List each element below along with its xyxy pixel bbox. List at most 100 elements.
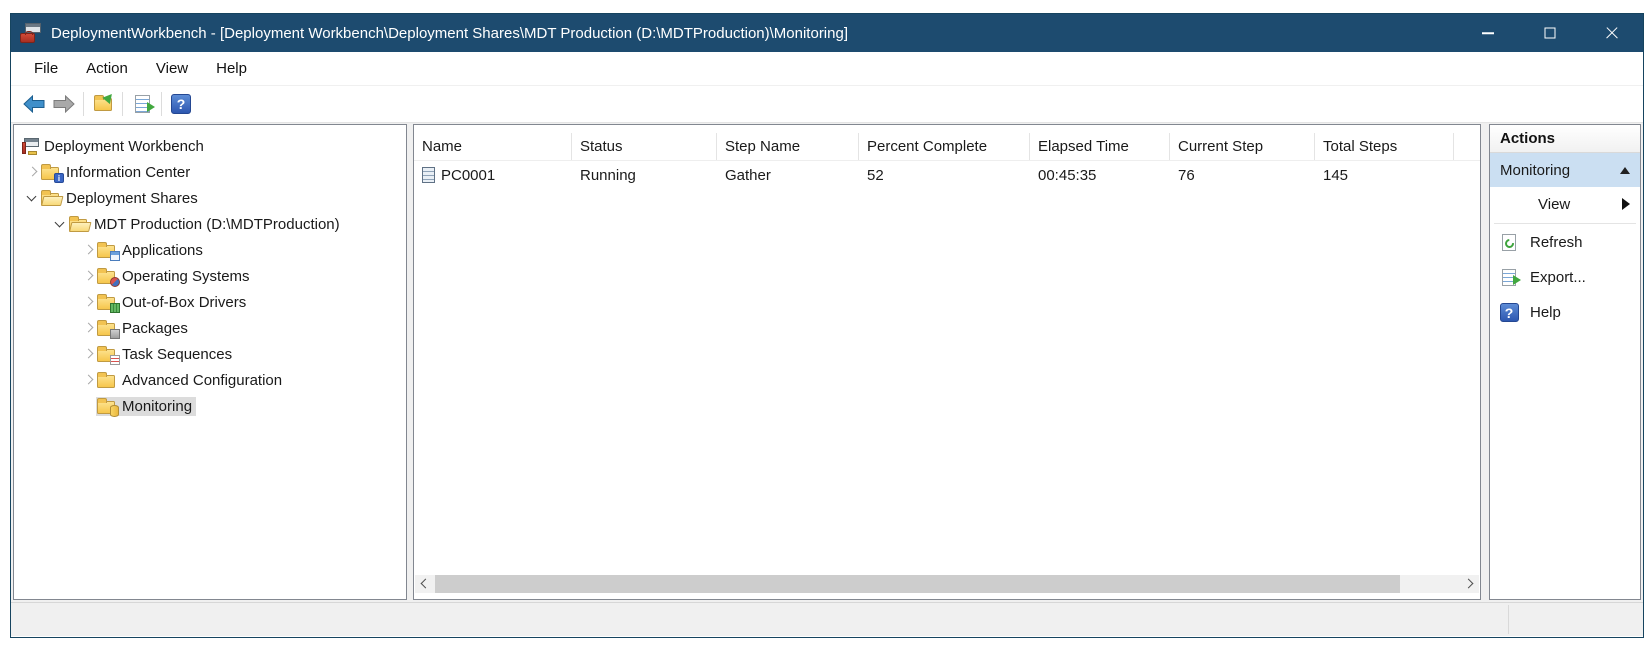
maximize-icon: [1544, 27, 1556, 39]
tree-item-label: Applications: [122, 241, 203, 259]
chevron-right-icon[interactable]: [80, 372, 96, 388]
menu-help[interactable]: Help: [216, 59, 247, 77]
folder-packages-icon: [97, 319, 120, 339]
menu-file[interactable]: File: [34, 59, 59, 77]
cell-current-step: 76: [1178, 166, 1195, 184]
toolbar-separator: [83, 92, 84, 116]
action-refresh[interactable]: Refresh: [1490, 225, 1640, 260]
scroll-left-button[interactable]: [415, 575, 433, 593]
cell-status: Running: [580, 166, 636, 184]
back-arrow-icon: [23, 95, 45, 113]
tree-item-label: MDT Production (D:\MDTProduction): [94, 215, 340, 233]
tree-item-operating-systems[interactable]: Operating Systems: [14, 263, 406, 289]
folder-monitoring-icon: [97, 397, 119, 417]
action-label: Help: [1530, 304, 1561, 321]
maximize-button[interactable]: [1519, 14, 1581, 52]
column-header-name[interactable]: Name: [414, 133, 572, 160]
folder-applications-icon: [97, 241, 120, 261]
list-header: Name Status Step Name Percent Complete E…: [414, 133, 1480, 161]
chevron-right-icon[interactable]: [80, 268, 96, 284]
action-help[interactable]: Help: [1490, 295, 1640, 330]
column-header-elapsed-time[interactable]: Elapsed Time: [1030, 133, 1170, 160]
toolbar-separator: [161, 92, 162, 116]
actions-pane: Actions Monitoring View Refresh Export..…: [1489, 124, 1641, 600]
action-export[interactable]: Export...: [1490, 260, 1640, 295]
computer-icon: [422, 167, 435, 183]
actions-pane-title: Actions: [1490, 125, 1640, 153]
help-button[interactable]: [166, 90, 196, 118]
tree-item-label: Advanced Configuration: [122, 371, 283, 389]
scrollbar-thumb[interactable]: [435, 575, 1400, 593]
toolbox-app-icon: [20, 23, 42, 43]
scroll-right-button[interactable]: [1461, 575, 1479, 593]
tree-item-information-center[interactable]: Information Center: [14, 159, 406, 185]
column-header-percent-complete[interactable]: Percent Complete: [859, 133, 1030, 160]
chevron-down-icon[interactable]: [24, 190, 40, 206]
tree-item-out-of-box-drivers[interactable]: Out-of-Box Drivers: [14, 289, 406, 315]
tree-item-packages[interactable]: Packages: [14, 315, 406, 341]
close-icon: [1581, 14, 1643, 52]
cell-name: PC0001: [441, 166, 496, 184]
tree-item-label: Task Sequences: [122, 345, 233, 363]
results-pane: Name Status Step Name Percent Complete E…: [413, 124, 1481, 600]
tree-item-deployment-workbench[interactable]: Deployment Workbench: [14, 133, 406, 159]
workbench-icon: [21, 137, 40, 155]
actions-group-monitoring[interactable]: Monitoring: [1490, 153, 1640, 187]
column-header-current-step[interactable]: Current Step: [1170, 133, 1315, 160]
back-button[interactable]: [19, 90, 49, 118]
chevron-down-icon[interactable]: [52, 216, 68, 232]
cell-step-name: Gather: [725, 166, 771, 184]
folder-plain-icon: [97, 371, 118, 389]
export-list-icon: [134, 95, 155, 113]
column-header-step-name[interactable]: Step Name: [717, 133, 859, 160]
collapse-arrow-icon[interactable]: [1620, 167, 1630, 174]
folder-open-icon: [41, 189, 62, 207]
minimize-button[interactable]: [1457, 14, 1519, 52]
toolbar-separator: [122, 92, 123, 116]
forward-arrow-icon: [53, 95, 75, 113]
tree-item-label: Information Center: [66, 163, 191, 181]
tree-item-monitoring[interactable]: Monitoring: [14, 393, 406, 419]
window-controls: [1457, 14, 1643, 52]
tree-item-mdt-production[interactable]: MDT Production (D:\MDTProduction): [14, 211, 406, 237]
folder-up-icon: [94, 90, 116, 111]
app-window: DeploymentWorkbench - [Deployment Workbe…: [10, 13, 1644, 638]
chevron-right-icon[interactable]: [80, 242, 96, 258]
export-icon: [1498, 267, 1521, 289]
tree-item-task-sequences[interactable]: Task Sequences: [14, 341, 406, 367]
menu-bar: File Action View Help: [11, 52, 1643, 86]
folder-info-icon: [41, 163, 64, 183]
up-one-level-button[interactable]: [88, 90, 118, 118]
chevron-right-icon[interactable]: [80, 294, 96, 310]
tree-item-label: Deployment Shares: [66, 189, 198, 207]
column-header-total-steps[interactable]: Total Steps: [1315, 133, 1454, 160]
tree-item-label: Monitoring: [122, 397, 193, 415]
export-list-button[interactable]: [127, 90, 157, 118]
chevron-right-icon[interactable]: [80, 320, 96, 336]
tree-item-deployment-shares[interactable]: Deployment Shares: [14, 185, 406, 211]
action-view[interactable]: View: [1490, 187, 1640, 222]
cell-elapsed-time: 00:45:35: [1038, 166, 1097, 184]
action-label: View: [1538, 196, 1571, 213]
folder-drivers-icon: [97, 293, 120, 313]
action-label: Export...: [1530, 269, 1586, 286]
tree-item-applications[interactable]: Applications: [14, 237, 406, 263]
action-label: Refresh: [1530, 234, 1583, 251]
chevron-right-icon[interactable]: [24, 164, 40, 180]
menu-view[interactable]: View: [155, 59, 189, 77]
menu-action[interactable]: Action: [86, 59, 128, 77]
actions-group-label: Monitoring: [1500, 161, 1571, 179]
list-row-pc0001[interactable]: PC0001 Running Gather 52 00:45:35 76 145: [414, 161, 1480, 189]
window-title: DeploymentWorkbench - [Deployment Workbe…: [51, 24, 848, 42]
console-tree-pane: Deployment Workbench Information Center …: [13, 124, 407, 600]
help-icon: [171, 94, 191, 114]
horizontal-scrollbar[interactable]: [415, 575, 1479, 593]
tree-item-label: Deployment Workbench: [44, 137, 204, 155]
tree-item-advanced-configuration[interactable]: Advanced Configuration: [14, 367, 406, 393]
close-button[interactable]: [1581, 14, 1643, 52]
help-icon: [1498, 302, 1520, 324]
tree-item-label: Out-of-Box Drivers: [122, 293, 247, 311]
column-header-status[interactable]: Status: [572, 133, 717, 160]
forward-button[interactable]: [49, 90, 79, 118]
chevron-right-icon[interactable]: [80, 346, 96, 362]
